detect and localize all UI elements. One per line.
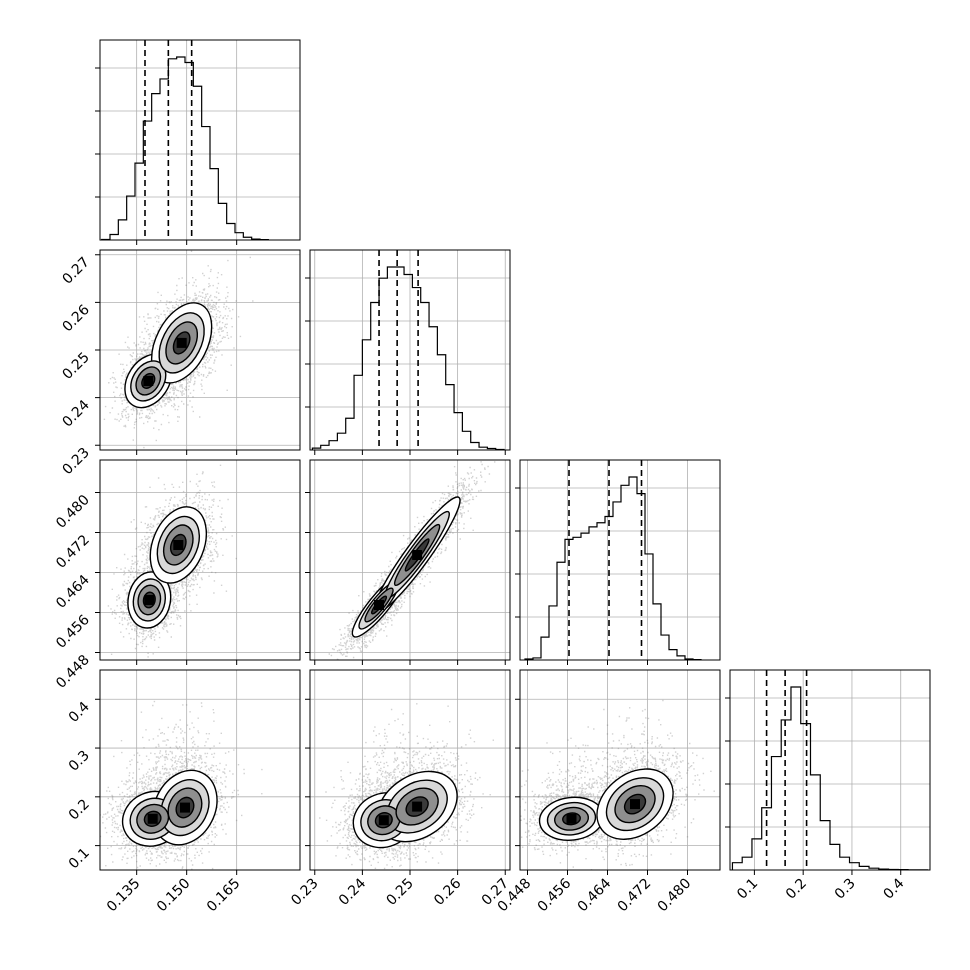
histogram-line	[731, 686, 929, 871]
y-tick-label: 0.480	[53, 492, 93, 532]
density-peak	[630, 799, 640, 810]
x-tick-label: 0.165	[204, 876, 244, 916]
density-peak	[378, 815, 389, 826]
axes-frame	[729, 669, 931, 871]
y-tick-label: 0.4	[66, 699, 93, 726]
density-peak	[180, 802, 190, 813]
axes-frame	[99, 459, 301, 661]
density-peak	[374, 600, 384, 610]
y-tick-label: 0.24	[59, 397, 92, 430]
y-tick-label: 0.3	[66, 748, 93, 775]
y-tick-label: 0.472	[53, 532, 93, 572]
x-tick-label: 0.2	[783, 876, 810, 903]
x-tick-label: 0.472	[615, 876, 655, 916]
y-tick-label: 0.26	[59, 302, 92, 335]
y-tick-label: 0.2	[66, 796, 93, 823]
histogram-line	[524, 476, 702, 661]
y-tick-label: 0.23	[59, 445, 92, 478]
x-tick-label: 0.135	[104, 876, 144, 916]
axes-frame	[99, 669, 301, 871]
grid-lines	[730, 670, 930, 870]
density-peak	[147, 813, 158, 824]
x-tick-label: 0.26	[431, 875, 464, 908]
histogram-panel	[95, 39, 301, 245]
y-tick-label: 0.448	[53, 652, 93, 692]
y-tick-label: 0.25	[59, 350, 92, 383]
density-peak	[144, 595, 155, 605]
scatter-panel	[305, 459, 511, 665]
x-tick-label: 0.456	[535, 875, 575, 915]
grid-lines	[100, 250, 300, 450]
histogram-panel	[305, 249, 511, 455]
histogram-line	[101, 56, 269, 241]
histogram-panel	[515, 459, 721, 665]
density-peak	[412, 801, 423, 812]
density-peak	[173, 540, 184, 550]
x-tick-label: 0.464	[575, 875, 615, 915]
scatter-panel: 0.23 0.24 0.25 0.26 0.27	[59, 249, 301, 478]
x-tick-label: 0.3	[832, 876, 859, 903]
x-tick-label: 0.23	[288, 876, 321, 909]
density-peak	[412, 550, 423, 560]
axes-frame	[519, 669, 721, 871]
density-peak	[566, 813, 577, 824]
y-tick-label: 0.464	[53, 572, 93, 612]
x-tick-label: 0.150	[154, 876, 194, 916]
density-peak	[176, 337, 187, 348]
y-tick-label: 0.27	[59, 254, 92, 287]
y-tick-label: 0.456	[53, 612, 93, 652]
x-tick-label: 0.1	[734, 876, 761, 903]
grid-lines	[310, 460, 510, 660]
density-peak	[143, 376, 154, 386]
x-tick-label: 0.480	[655, 876, 695, 916]
scatter-panel: 0.135 0.150 0.165 0.1 0.2 0.3 0.4	[66, 669, 301, 916]
axes-frame	[519, 459, 721, 661]
grid-lines	[100, 40, 300, 240]
x-tick-label: 0.25	[383, 876, 416, 909]
x-tick-label: 0.4	[881, 875, 908, 902]
y-tick-label: 0.1	[66, 845, 93, 872]
histogram-line	[311, 266, 505, 451]
grid-lines	[310, 250, 510, 450]
x-tick-label: 0.24	[336, 875, 369, 908]
axes-frame	[99, 39, 301, 241]
grid-lines	[520, 460, 720, 660]
histogram-panel: 0.1 0.2 0.3 0.4	[725, 669, 931, 903]
